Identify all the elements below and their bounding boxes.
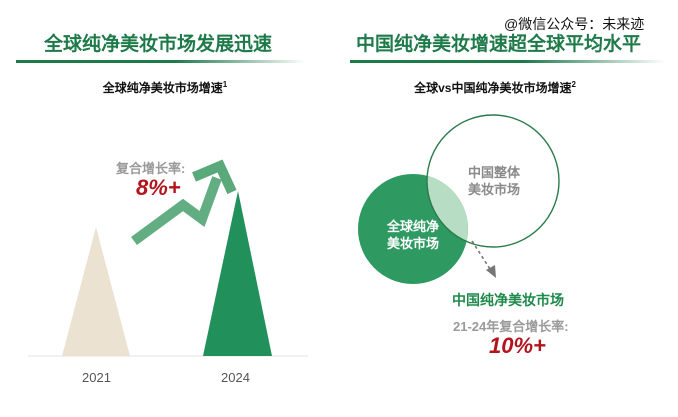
left-subtitle-footnote: 1 [222,80,228,89]
right-title-rule [350,60,666,63]
year-label-2024: 2024 [221,370,250,385]
china-overall-label: 中国整体 美妆市场 [456,164,532,198]
left-growth-chart [28,159,308,357]
right-subtitle-text: 全球vs中国纯净美妆市场增速 [414,81,572,95]
venn-diagram [358,114,560,284]
growth-arrow-head [192,159,237,195]
global-clean-line2: 美妆市场 [386,236,439,251]
global-clean-line1: 全球纯净 [386,219,439,234]
growth-arrow-line [131,176,222,246]
left-section-title: 全球纯净美妆市场发展迅速 [44,34,273,55]
year-label-2021: 2021 [82,370,111,385]
right-cagr-value: 10%+ [489,333,546,358]
right-section-title: 中国纯净美妆增速超全球平均水平 [356,34,642,55]
overlap-region [427,174,468,247]
china-clean-label: 中国纯净美妆市场 [452,292,564,308]
left-cagr-value: 8%+ [136,175,181,200]
right-subtitle-footnote: 2 [571,80,576,89]
global-clean-label: 全球纯净 美妆市场 [375,218,451,252]
china-overall-line2: 美妆市场 [467,182,520,197]
left-subtitle-text: 全球纯净美妆市场增速 [102,81,223,95]
china-overall-circle [426,114,560,248]
bar-2021 [62,227,130,356]
right-chart-subtitle: 全球vs中国纯净美妆市场增速2 [390,79,600,96]
china-overall-line1: 中国整体 [467,165,520,180]
bar-2024 [203,191,272,356]
left-title-rule [16,60,306,63]
right-cagr-label: 21-24年复合增长率: [453,319,569,334]
dashed-arrow-head [486,265,496,278]
left-chart-subtitle: 全球纯净美妆市场增速1 [70,79,260,96]
watermark: @微信公众号：未来迹 [504,16,645,32]
left-cagr-label: 复合增长率: [116,161,186,176]
